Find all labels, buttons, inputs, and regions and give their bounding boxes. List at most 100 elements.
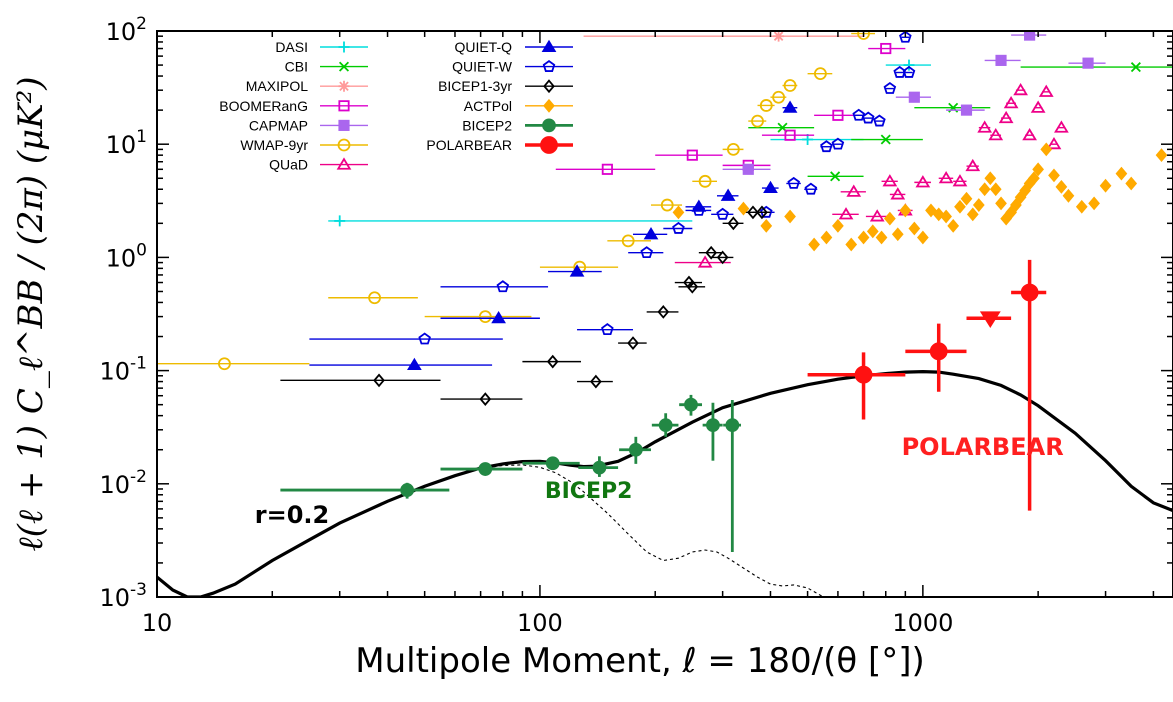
cbi-point-2 <box>880 134 891 145</box>
bicep2-point-7 <box>706 418 720 433</box>
quiet-w-point-3 <box>640 246 653 259</box>
legend-entry-actpol: ACTPol <box>464 98 573 114</box>
legend-entry-polarbear: POLARBEAR <box>426 136 573 154</box>
actpol-point-8 <box>857 230 870 245</box>
quiet-w-point-12 <box>852 108 866 121</box>
bicep2-point-0 <box>400 483 415 497</box>
quad-point-14 <box>1003 96 1019 109</box>
actpol-point-30 <box>1010 198 1022 212</box>
series-polarbear <box>807 259 1047 511</box>
series-actpol <box>672 142 1168 252</box>
actpol-point-13 <box>899 203 912 218</box>
legend-marker-quiet-q <box>541 39 557 53</box>
legend-entry-wmap-9yr: WMAP-9yr <box>240 137 368 153</box>
wmap-9yr-point-9 <box>759 99 773 112</box>
quad-point-11 <box>977 120 993 133</box>
quad-point-3 <box>869 209 885 222</box>
quiet-w-point-11 <box>831 137 845 150</box>
legend: DASI CBI MAXIPOL BOOMERanG CAPMAP WMAP-9yr QUa… <box>219 39 573 173</box>
quiet-w-point-15 <box>883 81 897 94</box>
boomerang-point-1 <box>686 149 698 161</box>
y-tick-label: 100 <box>106 240 147 272</box>
quiet-w-point-10 <box>820 140 833 153</box>
bicep1-3yr-point-5 <box>657 305 670 319</box>
legend-marker-cbi <box>338 61 350 72</box>
actpol-point-25 <box>984 171 997 186</box>
series-bicep1-3yr <box>280 205 771 406</box>
series-cbi <box>748 62 1173 182</box>
quiet-q-point-3 <box>643 227 659 240</box>
quiet-w-point-4 <box>672 221 685 234</box>
bicep1-3yr-point-11 <box>747 205 759 220</box>
actpol-point-37 <box>1048 168 1060 183</box>
y-axis-label: ℓ(ℓ + 1) C_ℓ^BB / (2π) (μK²) <box>11 76 51 551</box>
quad-point-17 <box>1030 100 1046 113</box>
series-bicep2 <box>280 394 741 552</box>
bicep1-3yr-point-3 <box>590 374 602 389</box>
bicep1-3yr-point-2 <box>546 354 559 369</box>
legend-entry-dasi: DASI <box>275 39 368 55</box>
quiet-w-point-5 <box>692 203 706 216</box>
legend-entry-quiet-w: QUIET-W <box>452 59 573 75</box>
legend-label: QUaD <box>269 157 308 173</box>
x-axis-label: Multipole Moment, ℓ = 180/(θ [°]) <box>355 641 925 681</box>
legend-entry-bicep1-3yr: BICEP1-3yr <box>438 78 573 94</box>
actpol-point-43 <box>1115 166 1128 181</box>
bicep2-point-4 <box>628 442 643 457</box>
quad-point-20 <box>1054 120 1069 133</box>
theory-curves <box>157 369 1173 597</box>
x-tick-label: 1000 <box>892 609 953 637</box>
quad-point-19 <box>1046 136 1062 150</box>
legend-marker-quiet-w <box>542 59 556 72</box>
actpol-point-35 <box>1032 162 1044 177</box>
quiet-q-point-6 <box>763 180 778 194</box>
legend-label: WMAP-9yr <box>240 137 308 153</box>
quiet-q-point-5 <box>720 188 736 201</box>
legend-marker-maxipol <box>338 80 350 92</box>
actpol-point-18 <box>940 209 952 224</box>
legend-entry-capmap: CAPMAP <box>249 117 368 133</box>
bicep1-3yr-point-0 <box>373 373 385 388</box>
bicep2-point-8 <box>725 418 740 433</box>
actpol-point-0 <box>672 205 685 220</box>
actpol-point-11 <box>884 211 896 226</box>
bicep2-point-5 <box>658 418 673 433</box>
series-capmap <box>722 31 1106 175</box>
legend-entry-quad: QUaD <box>269 157 368 173</box>
capmap-point-4 <box>1024 31 1036 41</box>
series-maxipol <box>583 31 864 42</box>
bicep1-3yr-point-9 <box>716 250 729 265</box>
legend-marker-polarbear <box>540 136 558 154</box>
capmap-point-3 <box>995 54 1007 66</box>
actpol-point-24 <box>978 182 991 197</box>
wmap-9yr-point-7 <box>726 142 740 156</box>
legend-marker-actpol <box>543 98 555 113</box>
series-polarbear-upper-limit <box>966 311 1012 328</box>
wmap-9yr-point-10 <box>772 90 785 104</box>
capmap-point-5 <box>1082 57 1094 69</box>
y-tick-label: 10-2 <box>100 467 148 499</box>
y-tick-label: 10-1 <box>100 354 148 386</box>
actpol-point-42 <box>1099 178 1112 193</box>
bicep1-3yr-point-1 <box>479 392 492 406</box>
quiet-w-point-9 <box>804 182 818 195</box>
quad-point-0 <box>697 255 713 268</box>
bicep2-point-3 <box>592 460 607 475</box>
quad-point-5 <box>890 187 906 200</box>
legend-entry-maxipol: MAXIPOL <box>246 78 368 94</box>
y-tick-label: 102 <box>106 14 147 46</box>
actpol-point-7 <box>845 237 858 252</box>
wmap-9yr-point-11 <box>783 79 797 92</box>
y-tick-label: 101 <box>106 127 147 159</box>
actpol-point-26 <box>989 182 1002 197</box>
actpol-point-41 <box>1088 196 1100 211</box>
quiet-w-point-17 <box>902 65 916 78</box>
theory-curve-solid <box>157 369 1173 597</box>
series-quiet-w <box>309 31 916 345</box>
quiet-w-point-18 <box>899 31 912 43</box>
actpol-point-21 <box>960 191 973 206</box>
quiet-q-point-7 <box>782 100 798 113</box>
actpol-point-44 <box>1125 176 1138 191</box>
legend-marker-capmap <box>338 119 350 131</box>
actpol-point-19 <box>947 218 960 233</box>
